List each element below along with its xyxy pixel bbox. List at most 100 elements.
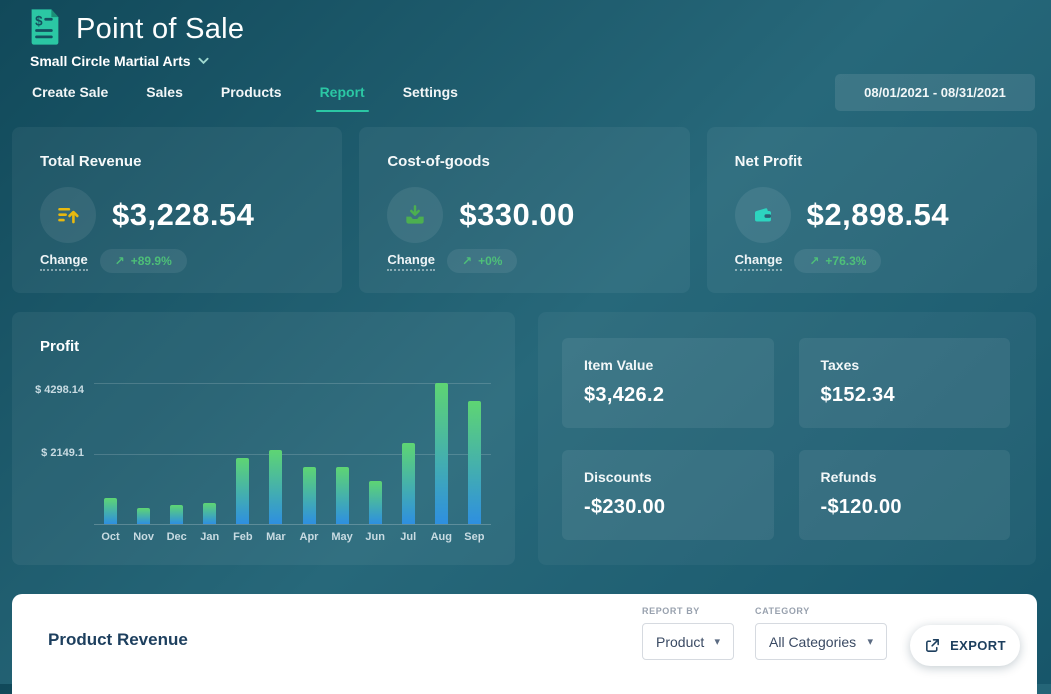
summary-value: -$120.00 bbox=[820, 496, 902, 518]
bar-column-jan: Jan bbox=[193, 383, 226, 543]
bar bbox=[236, 458, 250, 524]
bar-column-aug: Aug bbox=[425, 383, 458, 543]
summary-label: Taxes bbox=[820, 357, 860, 373]
metric-value: $3,228.54 bbox=[112, 197, 255, 232]
x-axis-label: May bbox=[331, 531, 353, 543]
bar bbox=[302, 466, 316, 524]
category-group: CATEGORY All Categories ▾ bbox=[755, 606, 887, 660]
tab-products[interactable]: Products bbox=[220, 84, 282, 100]
report-by-group: REPORT BY Product ▾ bbox=[642, 606, 734, 660]
export-label: EXPORT bbox=[950, 638, 1006, 653]
trend-up-icon: ↗ bbox=[114, 254, 125, 268]
organization-name: Small Circle Martial Arts bbox=[30, 53, 191, 69]
bar-column-oct: Oct bbox=[94, 383, 127, 543]
product-revenue-panel: Product Revenue REPORT BY Product ▾ CATE… bbox=[12, 594, 1037, 694]
summary-label: Discounts bbox=[584, 469, 652, 485]
x-axis-label: Nov bbox=[133, 531, 154, 543]
change-label: Change bbox=[40, 252, 88, 271]
change-badge: ↗ +0% bbox=[447, 249, 518, 273]
bar-column-dec: Dec bbox=[160, 383, 193, 543]
bar bbox=[203, 503, 217, 524]
summary-label: Item Value bbox=[584, 357, 654, 373]
page-title: Point of Sale bbox=[76, 13, 245, 45]
caret-down-icon: ▾ bbox=[867, 636, 873, 648]
profit-bar-chart: $ 4298.14 $ 2149.1 Oct Nov Dec Jan Feb Mar Apr… bbox=[35, 383, 491, 543]
bar bbox=[434, 383, 448, 524]
x-axis-label: Jul bbox=[400, 531, 417, 543]
metric-title: Total Revenue bbox=[40, 153, 142, 170]
metric-value: $2,898.54 bbox=[806, 197, 950, 232]
summary-card-item-value: Item Value $3,426.2 bbox=[562, 338, 774, 428]
export-button[interactable]: EXPORT bbox=[910, 625, 1020, 666]
y-axis-tick: $ 2149.1 bbox=[41, 446, 84, 459]
date-range-button[interactable]: 08/01/2021 - 08/31/2021 bbox=[835, 74, 1035, 111]
summary-value: $3,426.2 bbox=[584, 384, 665, 406]
bar bbox=[368, 480, 382, 524]
caret-down-icon: ▾ bbox=[714, 636, 720, 648]
cost-of-goods-card: Cost-of-goods $330.00 Change ↗ +0% bbox=[359, 127, 690, 293]
goods-in-icon bbox=[387, 187, 444, 243]
bar-column-feb: Feb bbox=[226, 383, 259, 543]
organization-selector[interactable]: Small Circle Martial Arts bbox=[30, 53, 209, 69]
x-axis-label: Oct bbox=[101, 531, 120, 543]
x-axis-label: Jun bbox=[365, 531, 385, 543]
y-axis-tick: $ 4298.14 bbox=[35, 384, 84, 396]
metric-value: $330.00 bbox=[459, 197, 575, 232]
revenue-up-icon bbox=[40, 187, 96, 243]
change-label: Change bbox=[734, 252, 783, 271]
nav-tabs: Create Sale Sales Products Report Settings bbox=[32, 84, 458, 112]
tab-report[interactable]: Report bbox=[315, 84, 369, 112]
summary-label: Refunds bbox=[820, 469, 877, 485]
metric-title: Cost-of-goods bbox=[387, 153, 490, 170]
category-select[interactable]: All Categories ▾ bbox=[755, 623, 887, 660]
tab-sales[interactable]: Sales bbox=[146, 84, 183, 100]
report-by-select[interactable]: Product ▾ bbox=[642, 623, 734, 660]
x-axis-label: Apr bbox=[299, 531, 319, 543]
x-axis-label: Aug bbox=[430, 531, 453, 543]
change-badge: ↗ +89.9% bbox=[99, 249, 187, 273]
app-logo-receipt-dollar-icon: $ bbox=[28, 8, 62, 46]
change-badge: ↗ +76.3% bbox=[794, 249, 882, 273]
bar bbox=[170, 505, 184, 524]
summary-card-taxes: Taxes $152.34 bbox=[798, 338, 1010, 428]
report-by-label: REPORT BY bbox=[642, 606, 700, 616]
metric-title: Net Profit bbox=[734, 153, 803, 170]
bar-column-sep: Sep bbox=[458, 383, 491, 543]
bar-column-apr: Apr bbox=[292, 383, 325, 543]
x-axis-label: Mar bbox=[266, 531, 286, 543]
bar bbox=[401, 443, 415, 524]
bar bbox=[467, 400, 481, 524]
chart-title: Profit bbox=[40, 338, 80, 355]
x-axis-label: Jan bbox=[200, 531, 220, 543]
category-value: All Categories bbox=[769, 633, 857, 650]
export-icon bbox=[926, 639, 940, 652]
change-percent: +89.9% bbox=[130, 254, 172, 268]
bar bbox=[137, 508, 151, 524]
gridline bbox=[94, 383, 491, 384]
x-axis-label: Feb bbox=[233, 531, 253, 543]
bars-container: Oct Nov Dec Jan Feb Mar Apr May Jun Jul Aug Sep bbox=[94, 383, 491, 543]
change-percent: +76.3% bbox=[825, 254, 867, 268]
wallet-icon bbox=[734, 187, 791, 243]
total-revenue-card: Total Revenue $3,228.54 Change ↗ +89.9% bbox=[12, 127, 343, 293]
svg-text:$: $ bbox=[35, 14, 43, 29]
bar bbox=[269, 450, 283, 524]
summary-card-refunds: Refunds -$120.00 bbox=[798, 450, 1010, 540]
chevron-down-icon bbox=[198, 57, 209, 65]
category-label: CATEGORY bbox=[755, 606, 810, 616]
net-profit-card: Net Profit $2,898.54 Change ↗ +76.3% bbox=[706, 127, 1037, 293]
bar-column-jul: Jul bbox=[392, 383, 425, 543]
summary-value: $152.34 bbox=[820, 384, 895, 406]
x-axis-label: Sep bbox=[464, 531, 485, 543]
x-axis-label: Dec bbox=[166, 531, 187, 543]
sales-summary-panel: Item Value $3,426.2 Taxes $152.34 Discounts -… bbox=[538, 312, 1036, 565]
metric-cards-row: Total Revenue $3,228.54 Change ↗ +89.9% bbox=[12, 127, 1037, 293]
tab-create-sale[interactable]: Create Sale bbox=[32, 84, 109, 100]
section-title: Product Revenue bbox=[48, 630, 188, 649]
bar-column-may: May bbox=[326, 383, 359, 543]
summary-value: -$230.00 bbox=[584, 496, 666, 518]
tab-settings[interactable]: Settings bbox=[402, 84, 458, 100]
bar-column-jun: Jun bbox=[359, 383, 392, 543]
summary-card-discounts: Discounts -$230.00 bbox=[562, 450, 774, 540]
trend-up-icon: ↗ bbox=[462, 254, 473, 268]
